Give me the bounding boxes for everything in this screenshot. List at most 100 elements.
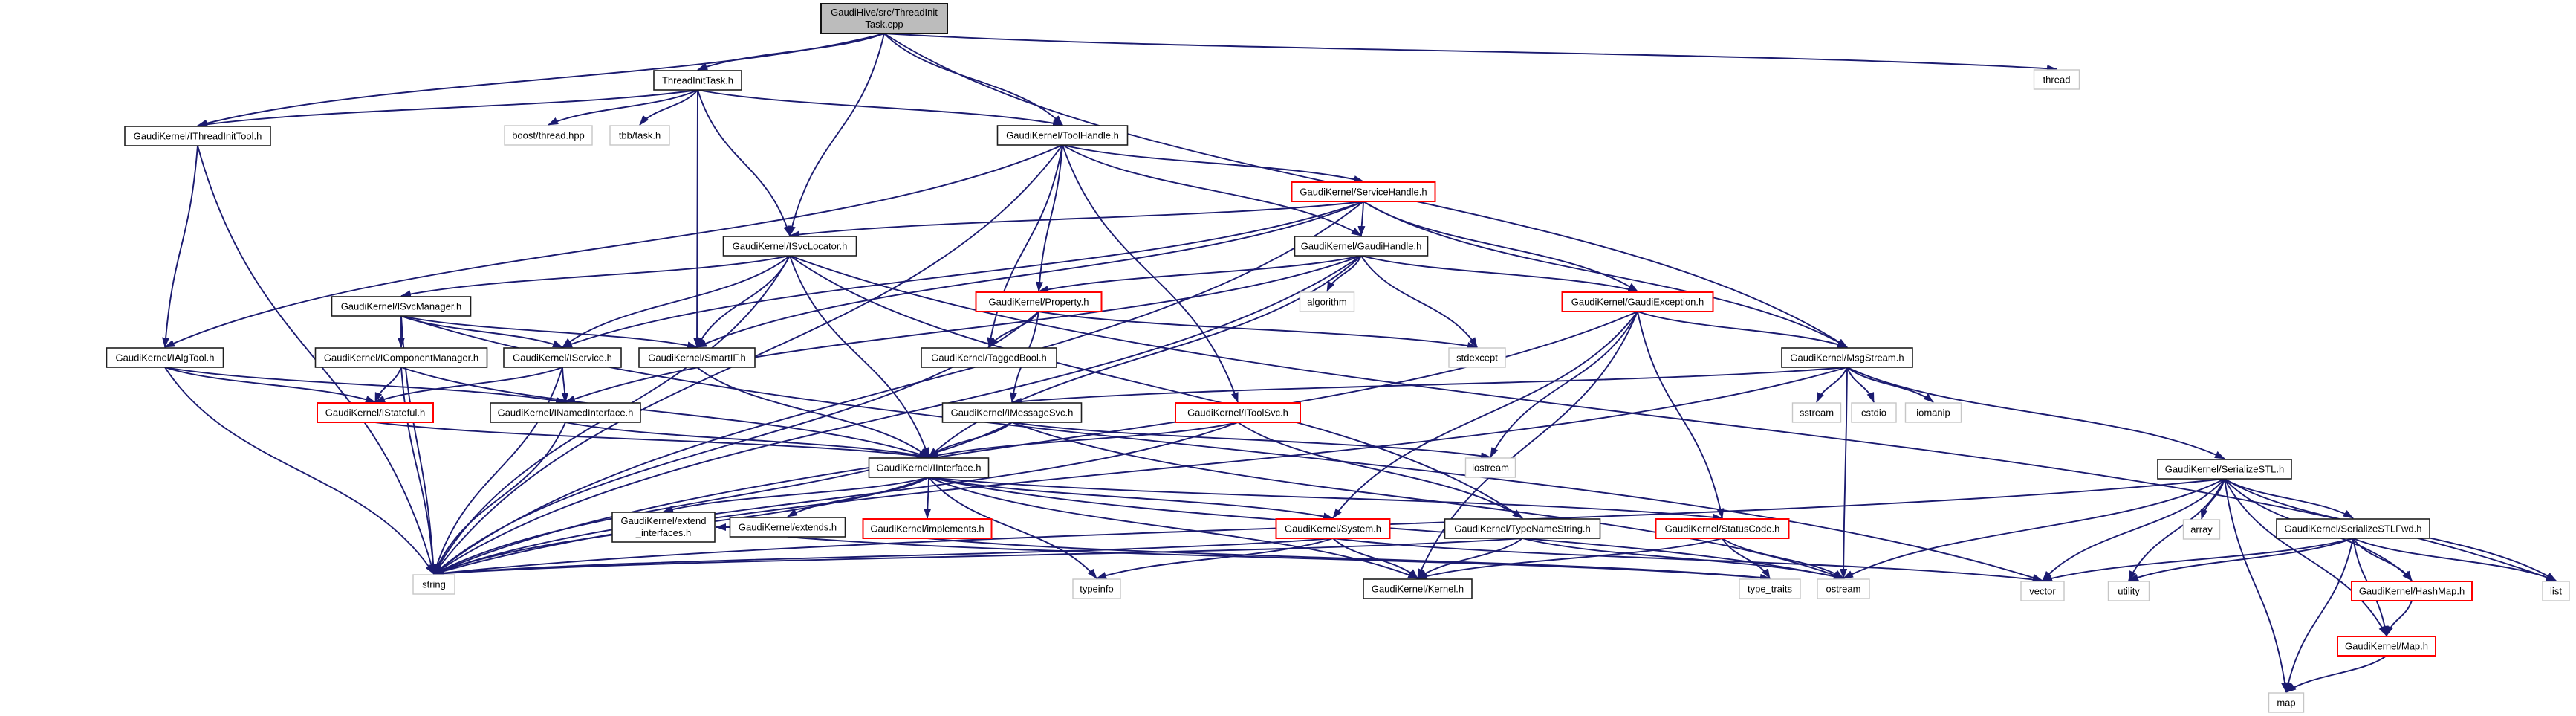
node-label: ThreadInitTask.h: [662, 75, 733, 86]
node-label: typeinfo: [1080, 584, 1114, 595]
node-ostream: ostream: [1817, 578, 1870, 599]
node-threadinittask_h[interactable]: ThreadInitTask.h: [653, 70, 742, 91]
node-typenamestring[interactable]: GaudiKernel/TypeNameString.h: [1444, 518, 1601, 539]
node-label: GaudiKernel/ISvcLocator.h: [733, 241, 848, 252]
edge-itoolsvc-string: [433, 422, 1239, 575]
edge-system-string: [433, 538, 1334, 577]
edge-property-taggedbool: [988, 311, 1039, 348]
edge-gaudiexception-kernel: [1417, 311, 1638, 579]
node-box: [1817, 578, 1870, 599]
edge-serializestl-ostream: [1843, 478, 2225, 579]
node-label: GaudiKernel/IStateful.h: [325, 407, 425, 419]
edge-iinterface-system: [928, 477, 1334, 520]
node-extend_interfaces[interactable]: GaudiKernel/extend_interfaces.h: [611, 512, 716, 543]
node-property[interactable]: GaudiKernel/Property.h: [975, 291, 1103, 312]
node-ialgtool[interactable]: GaudiKernel/IAlgTool.h: [106, 347, 224, 368]
edge-msgstream-serializestl: [1846, 367, 2225, 459]
node-label: vector: [2029, 586, 2056, 597]
node-hashmap[interactable]: GaudiKernel/HashMap.h: [2351, 581, 2473, 601]
node-inamedinterface[interactable]: GaudiKernel/INamedInterface.h: [490, 402, 641, 423]
edge-msgstream-sstream: [1816, 367, 1848, 403]
edge-serializestlfwd-utility: [2128, 538, 2354, 581]
node-label: GaudiKernel/HashMap.h: [2359, 586, 2465, 597]
node-implements[interactable]: GaudiKernel/implements.h: [862, 518, 993, 539]
node-extends[interactable]: GaudiKernel/extends.h: [729, 517, 846, 538]
edge-isvcmanager-vector: [400, 315, 2043, 581]
edge-serializestl-map_h: [2224, 478, 2387, 636]
edge-serializestl-utility: [2128, 478, 2225, 581]
node-gaudiexception[interactable]: GaudiKernel/GaudiException.h: [1561, 291, 1714, 312]
node-istateful[interactable]: GaudiKernel/IStateful.h: [317, 402, 434, 423]
edge-isvclocator-typenamestring: [789, 255, 1523, 519]
node-box: [1464, 457, 1516, 478]
node-box: [820, 3, 948, 34]
node-box: [611, 512, 716, 543]
edge-ithreadinittool-ialgtool: [162, 145, 198, 348]
node-label: GaudiKernel/SerializeSTL.h: [2165, 464, 2284, 475]
edge-ialgtool-string: [164, 367, 435, 575]
edge-toolhandle-ialgtool: [164, 144, 1063, 348]
node-box: [921, 347, 1057, 368]
node-box: [1561, 291, 1714, 312]
node-box: [1299, 291, 1355, 312]
edge-msgstream-cstdio: [1846, 367, 1875, 403]
edge-implements-type_traits: [927, 538, 1771, 581]
node-serializestlfwd[interactable]: GaudiKernel/SerializeSTLFwd.h: [2276, 518, 2430, 539]
node-map_h[interactable]: GaudiKernel/Map.h: [2337, 636, 2436, 657]
edge-gaudihandle-string: [433, 255, 1362, 575]
node-imessagesvc[interactable]: GaudiKernel/IMessageSvc.h: [941, 402, 1083, 423]
edge-servicehandle-gaudihandle: [1357, 201, 1366, 236]
node-system[interactable]: GaudiKernel/System.h: [1275, 518, 1391, 539]
node-itoolsvc[interactable]: GaudiKernel/IToolSvc.h: [1175, 402, 1301, 423]
edge-imessagesvc-iostream: [1011, 422, 1491, 460]
edge-icomponentmanager-istateful: [374, 367, 402, 403]
edge-property-stdexcept: [1038, 311, 1478, 349]
edge-gaudihandle-algorithm: [1326, 255, 1362, 292]
node-stdexcept: stdexcept: [1448, 347, 1506, 368]
node-serializestl[interactable]: GaudiKernel/SerializeSTL.h: [2157, 459, 2292, 480]
node-label: GaudiKernel/Property.h: [989, 297, 1089, 308]
node-ithreadinittool[interactable]: GaudiKernel/IThreadInitTool.h: [124, 126, 271, 146]
node-label: GaudiKernel/ServiceHandle.h: [1300, 187, 1427, 198]
node-box: [314, 347, 488, 368]
node-isvclocator[interactable]: GaudiKernel/ISvcLocator.h: [722, 236, 857, 257]
node-box: [1781, 347, 1913, 368]
node-label: GaudiKernel/MsgStream.h: [1790, 352, 1904, 364]
edge-isvcmanager-smartif: [400, 315, 698, 349]
edge-servicehandle-smartif: [696, 201, 1364, 348]
edge-gaudiexception-system: [1332, 311, 1638, 519]
edge-toolhandle-gaudihandle: [1062, 144, 1362, 236]
node-label: thread: [2043, 74, 2071, 86]
node-servicehandle[interactable]: GaudiKernel/ServiceHandle.h: [1291, 181, 1436, 202]
node-label: map: [2277, 697, 2295, 709]
node-iinterface[interactable]: GaudiKernel/IInterface.h: [868, 457, 990, 478]
node-label: type_traits: [1748, 584, 1792, 595]
node-gaudihandle[interactable]: GaudiKernel/GaudiHandle.h: [1294, 236, 1429, 257]
node-iostream: iostream: [1464, 457, 1516, 478]
node-label: GaudiKernel/Map.h: [2345, 641, 2428, 652]
node-box: [106, 347, 224, 368]
node-smartif[interactable]: GaudiKernel/SmartIF.h: [638, 347, 756, 368]
edge-iinterface-implements: [924, 477, 932, 519]
node-label: GaudiKernel/GaudiHandle.h: [1301, 241, 1422, 252]
node-label: array: [2190, 524, 2213, 535]
node-box: [2542, 581, 2570, 601]
edge-typenamestring-ostream: [1522, 538, 1844, 580]
node-label: GaudiKernel/TypeNameString.h: [1454, 523, 1591, 535]
node-isvcmanager[interactable]: GaudiKernel/ISvcManager.h: [331, 296, 472, 317]
node-statuscode[interactable]: GaudiKernel/StatusCode.h: [1655, 518, 1790, 539]
node-msgstream[interactable]: GaudiKernel/MsgStream.h: [1781, 347, 1913, 368]
node-toolhandle[interactable]: GaudiKernel/ToolHandle.h: [996, 125, 1129, 146]
edge-cpp-ithreadinittool: [197, 33, 885, 127]
node-kernel[interactable]: GaudiKernel/Kernel.h: [1363, 578, 1473, 599]
edge-gaudiexception-msgstream: [1637, 311, 1848, 348]
node-label: GaudiKernel/System.h: [1285, 523, 1381, 535]
node-box: [1448, 347, 1506, 368]
node-label: GaudiKernel/ISvcManager.h: [341, 301, 462, 312]
node-box: [2020, 581, 2065, 601]
node-label: utility: [2118, 586, 2140, 597]
node-iservice[interactable]: GaudiKernel/IService.h: [503, 347, 622, 368]
node-taggedbool[interactable]: GaudiKernel/TaggedBool.h: [921, 347, 1057, 368]
node-icomponentmanager[interactable]: GaudiKernel/IComponentManager.h: [314, 347, 488, 368]
